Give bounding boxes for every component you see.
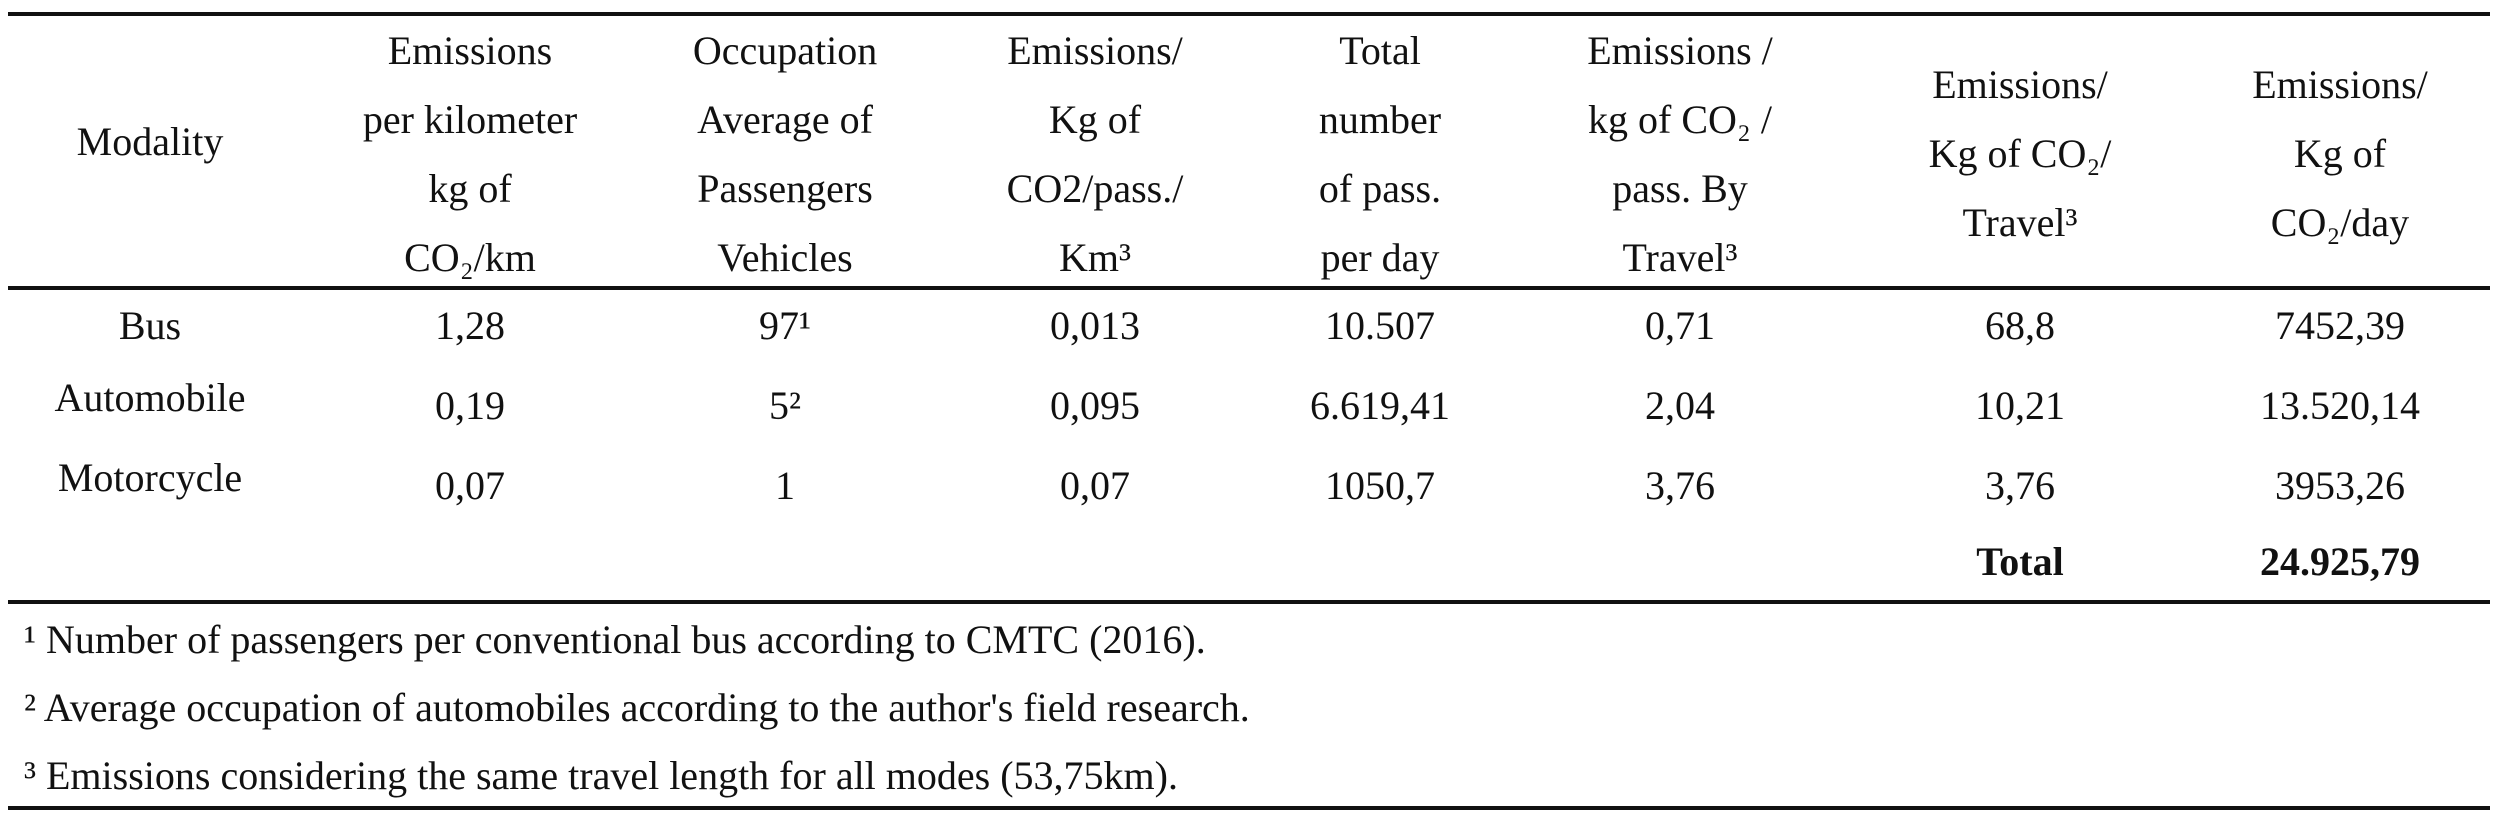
total-label: Total <box>1976 539 2064 584</box>
header-line: kg of CO₂ / <box>1588 97 1772 142</box>
header-line: CO₂/day <box>2270 200 2410 245</box>
header-line: kg of <box>428 166 512 211</box>
header-line: Average of <box>697 97 873 142</box>
cell-emissions-day: 3953,26 <box>2275 463 2405 508</box>
header-line: Emissions/ <box>1932 62 2108 107</box>
header-line: Travel³ <box>1622 235 1738 280</box>
header-line: per kilometer <box>362 97 578 142</box>
header-line: Kg of CO₂/ <box>1928 131 2112 176</box>
cell-emissions-per-pass-travel: 0,71 <box>1645 303 1715 348</box>
footnote-2: ² Average occupation of automobiles acco… <box>24 685 1250 730</box>
total-value: 24.925,79 <box>2260 539 2420 584</box>
table-top-rule <box>8 12 2490 16</box>
header-emissions-per-pass-travel: Emissions / kg of CO₂ / pass. By Travel³ <box>1540 16 1820 292</box>
header-emissions-per-pass-km: Emissions/ Kg of CO2/pass./ Km³ <box>950 16 1240 292</box>
header-line: Emissions/ <box>1007 28 1183 73</box>
cell-modality: Automobile <box>54 375 246 420</box>
cell-emissions-per-pass-travel: 3,76 <box>1645 463 1715 508</box>
cell-emissions-per-pass-km: 0,013 <box>1050 303 1140 348</box>
header-line: of pass. <box>1318 166 1442 211</box>
cell-occupation: 5² <box>769 383 801 428</box>
cell-emissions-day: 7452,39 <box>2275 303 2405 348</box>
header-line: CO₂/km <box>404 235 536 280</box>
cell-modality: Bus <box>118 303 182 348</box>
cell-emissions-per-pass-km: 0,07 <box>1060 463 1130 508</box>
header-total-pass: Total number of pass. per day <box>1250 16 1510 292</box>
cell-emissions-per-km: 0,19 <box>435 383 505 428</box>
cell-emissions-per-km: 1,28 <box>435 303 505 348</box>
cell-emissions-per-pass-travel: 2,04 <box>1645 383 1715 428</box>
header-emissions-per-km: Emissions per kilometer kg of CO₂/km <box>310 16 630 292</box>
header-line: Km³ <box>1059 235 1131 280</box>
cell-emissions-per-km: 0,07 <box>435 463 505 508</box>
header-line: Occupation <box>692 28 878 73</box>
header-line: Emissions <box>387 28 553 73</box>
header-line: CO2/pass./ <box>1006 166 1184 211</box>
table-bottom-rule <box>8 600 2490 604</box>
cell-total-pass: 10.507 <box>1325 303 1435 348</box>
cell-emissions-travel: 10,21 <box>1975 383 2065 428</box>
footnote-bottom-rule <box>8 806 2490 810</box>
header-line: Total <box>1339 28 1421 73</box>
header-line: Kg of <box>1048 97 1142 142</box>
header-line: Travel³ <box>1962 200 2078 245</box>
cell-total-pass: 6.619,41 <box>1310 383 1450 428</box>
footnote-3: ³ Emissions considering the same travel … <box>24 753 1178 798</box>
header-line: Vehicles <box>717 235 853 280</box>
header-line: Passengers <box>697 166 873 211</box>
header-line: number <box>1318 97 1442 142</box>
cell-modality: Motorcycle <box>57 455 243 500</box>
header-occupation: Occupation Average of Passengers Vehicle… <box>640 16 930 292</box>
cell-occupation: 1 <box>775 463 795 508</box>
header-modality: Modality <box>76 119 224 164</box>
header-line: Emissions/ <box>2252 62 2428 107</box>
header-line: per day <box>1320 235 1440 280</box>
header-line: Kg of <box>2293 131 2387 176</box>
cell-emissions-travel: 3,76 <box>1985 463 2055 508</box>
cell-emissions-per-pass-km: 0,095 <box>1050 383 1140 428</box>
footnote-1: ¹ Number of passengers per conventional … <box>24 617 1206 662</box>
header-rule <box>8 286 2490 290</box>
cell-emissions-day: 13.520,14 <box>2260 383 2420 428</box>
header-emissions-travel: Emissions/ Kg of CO₂/ Travel³ <box>1870 50 2170 257</box>
cell-occupation: 97¹ <box>759 303 811 348</box>
header-line: pass. By <box>1612 166 1748 211</box>
cell-total-pass: 1050,7 <box>1325 463 1435 508</box>
cell-emissions-travel: 68,8 <box>1985 303 2055 348</box>
header-emissions-day: Emissions/ Kg of CO₂/day <box>2200 50 2480 257</box>
header-line: Emissions / <box>1587 28 1773 73</box>
